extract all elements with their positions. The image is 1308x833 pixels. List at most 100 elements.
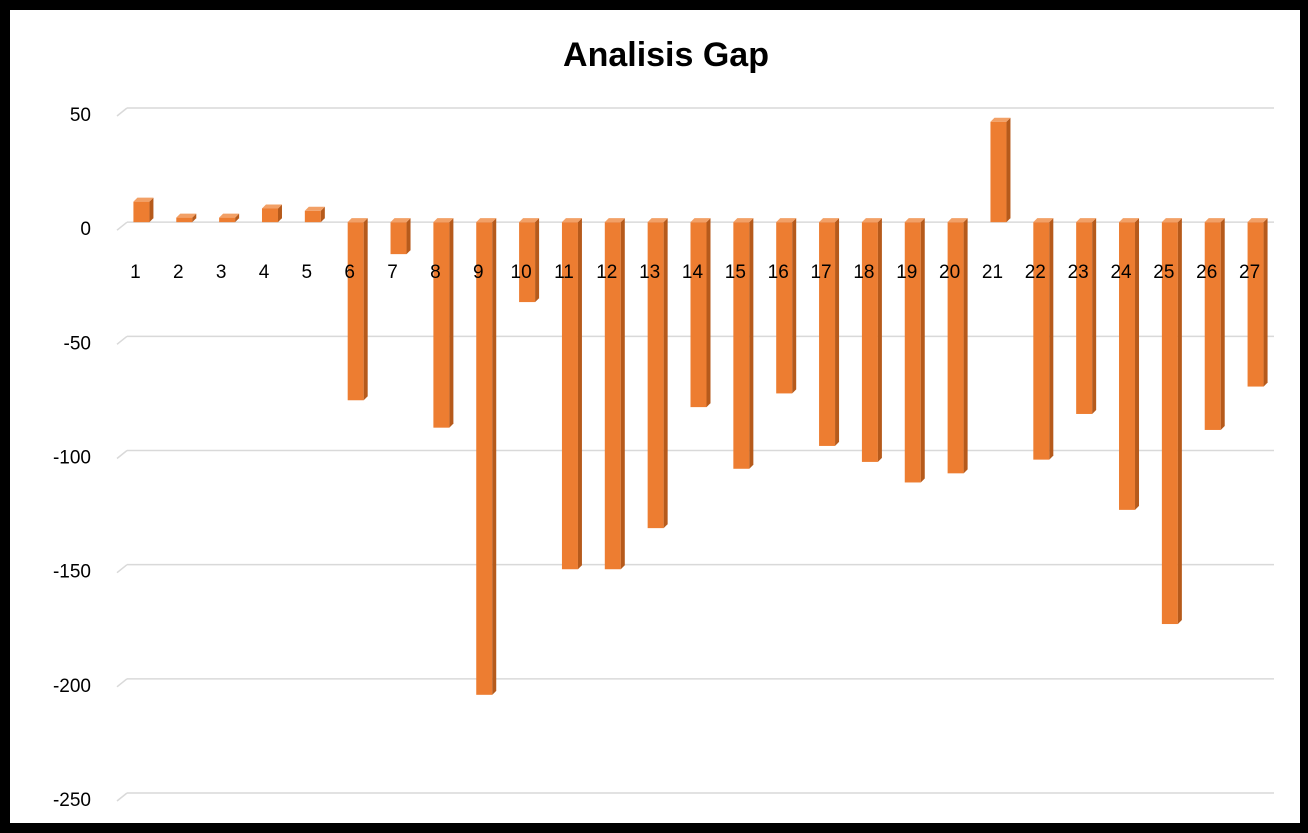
bar-front bbox=[947, 222, 964, 474]
bar-front bbox=[904, 222, 921, 483]
bar-front bbox=[133, 201, 150, 223]
gridline-depth bbox=[116, 678, 128, 688]
bar-front bbox=[733, 222, 750, 469]
x-tick-label: 6 bbox=[344, 262, 355, 283]
bar-side bbox=[1177, 218, 1182, 625]
bar-side bbox=[1006, 117, 1011, 223]
bar-front bbox=[304, 210, 321, 223]
bar-side bbox=[363, 218, 368, 401]
bar-top bbox=[1033, 218, 1054, 223]
bar-top bbox=[347, 218, 368, 223]
bar bbox=[561, 218, 582, 570]
bar bbox=[1119, 218, 1140, 510]
bar bbox=[347, 218, 368, 401]
x-tick-label: 2 bbox=[173, 262, 184, 283]
bar-front bbox=[1161, 222, 1178, 625]
x-tick-label: 7 bbox=[387, 262, 398, 283]
gridline-depth bbox=[116, 107, 128, 117]
bar bbox=[390, 218, 411, 255]
x-tick-label: 13 bbox=[639, 262, 660, 283]
gridline-depth bbox=[116, 449, 128, 460]
bar bbox=[904, 218, 925, 483]
y-tick-label: 50 bbox=[70, 105, 91, 126]
x-tick-label: 25 bbox=[1153, 262, 1174, 283]
x-tick-label: 4 bbox=[259, 262, 270, 283]
x-tick-label: 11 bbox=[554, 262, 574, 283]
bar bbox=[176, 213, 197, 223]
bar-side bbox=[320, 206, 325, 223]
x-tick-label: 5 bbox=[302, 262, 313, 283]
x-tick-label: 10 bbox=[511, 262, 532, 283]
x-tick-label: 16 bbox=[768, 262, 789, 283]
bar-side bbox=[1220, 218, 1225, 430]
x-tick-label: 9 bbox=[473, 262, 484, 283]
bar-front bbox=[776, 222, 793, 394]
bar-top bbox=[476, 218, 497, 223]
y-tick-label: -100 bbox=[53, 448, 91, 469]
bar bbox=[433, 218, 454, 428]
x-tick-label: 14 bbox=[682, 262, 704, 283]
bar-top bbox=[861, 218, 882, 223]
bar-side bbox=[792, 218, 797, 394]
x-tick-label: 1 bbox=[130, 262, 141, 283]
gridline-depth bbox=[116, 221, 128, 231]
x-axis: 1 2 3 4 5 6 7 8 9 10 11 12 13 14 15 16 17 18 19 20 21 22 23 24 2… bbox=[130, 262, 1260, 283]
bar-front bbox=[819, 222, 836, 446]
bar bbox=[990, 117, 1011, 223]
y-tick-label: -50 bbox=[64, 333, 91, 354]
x-tick-label: 22 bbox=[1025, 262, 1046, 283]
bar-front bbox=[1247, 222, 1264, 387]
bar-side bbox=[835, 218, 840, 446]
bar bbox=[519, 218, 540, 303]
bar-top bbox=[519, 218, 540, 223]
y-tick-label: 0 bbox=[80, 219, 91, 240]
bar bbox=[1076, 218, 1097, 414]
bar-side bbox=[577, 218, 582, 570]
bar-front bbox=[219, 217, 236, 223]
bar bbox=[819, 218, 840, 446]
x-tick-label: 20 bbox=[939, 262, 960, 283]
bar-front bbox=[433, 222, 450, 428]
bar-top bbox=[904, 218, 925, 223]
x-tick-label: 12 bbox=[596, 262, 617, 283]
bar-side bbox=[492, 218, 497, 695]
bar-front bbox=[1204, 222, 1221, 430]
bar bbox=[476, 218, 497, 695]
y-tick-label: -200 bbox=[53, 676, 91, 697]
bar-front bbox=[390, 222, 407, 255]
bar bbox=[219, 213, 240, 223]
bar-top bbox=[604, 218, 625, 223]
bar-front bbox=[604, 222, 621, 570]
bar bbox=[1033, 218, 1054, 460]
bar-side bbox=[963, 218, 968, 474]
bar-side bbox=[235, 213, 240, 223]
bar bbox=[1247, 218, 1268, 387]
bar bbox=[261, 204, 282, 223]
gridlines bbox=[116, 107, 1274, 802]
bar-top bbox=[1076, 218, 1097, 223]
bar-top bbox=[776, 218, 797, 223]
bar-top bbox=[390, 218, 411, 223]
x-tick-label: 17 bbox=[810, 262, 831, 283]
bar bbox=[604, 218, 625, 570]
bar-top bbox=[1204, 218, 1225, 223]
x-tick-label: 18 bbox=[853, 262, 874, 283]
bar-top bbox=[1247, 218, 1268, 223]
bar-side bbox=[1092, 218, 1097, 414]
bar-front bbox=[1033, 222, 1050, 460]
bar bbox=[304, 206, 325, 223]
bar bbox=[947, 218, 968, 474]
bar-side bbox=[277, 204, 282, 223]
y-axis: 50 0 -50 -100 -150 -200 -250 bbox=[53, 105, 91, 811]
x-tick-label: 27 bbox=[1239, 262, 1260, 283]
x-tick-label: 26 bbox=[1196, 262, 1217, 283]
bar-front bbox=[261, 208, 278, 223]
bar-front bbox=[647, 222, 664, 529]
bar-top bbox=[819, 218, 840, 223]
gridline-depth bbox=[116, 792, 128, 802]
bar-side bbox=[535, 218, 540, 303]
bar-top bbox=[433, 218, 454, 223]
bar-top bbox=[304, 206, 325, 211]
